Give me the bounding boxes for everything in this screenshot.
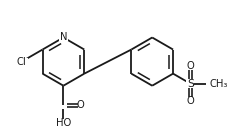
Text: O: O	[186, 96, 194, 106]
Text: CH₃: CH₃	[210, 78, 228, 89]
Bar	[78, 102, 84, 109]
Bar	[186, 79, 194, 88]
Text: N: N	[60, 33, 67, 43]
Text: O: O	[186, 61, 194, 71]
Bar	[58, 119, 68, 126]
Text: O: O	[77, 100, 85, 110]
Bar	[187, 98, 193, 104]
Bar	[59, 34, 68, 41]
Text: S: S	[187, 78, 194, 89]
Text: Cl: Cl	[17, 57, 27, 67]
Bar	[15, 58, 28, 65]
Bar	[187, 63, 193, 69]
Bar	[207, 80, 221, 87]
Text: HO: HO	[56, 118, 71, 127]
